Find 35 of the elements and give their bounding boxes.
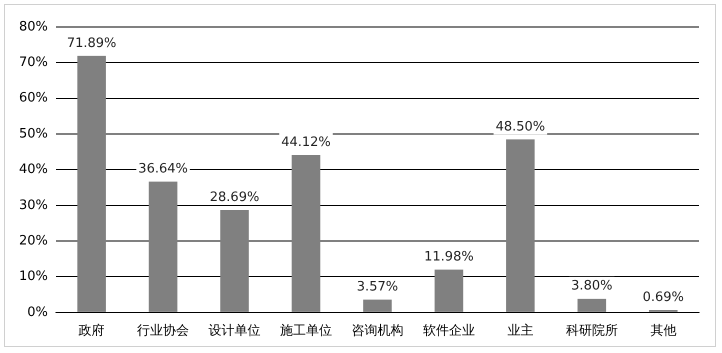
bar xyxy=(220,210,249,312)
x-tick-label: 科研院所 xyxy=(566,324,618,339)
data-label: 48.50% xyxy=(496,119,546,134)
y-tick-label: 60% xyxy=(18,90,48,106)
x-tick-label: 其他 xyxy=(650,324,676,339)
y-tick-label: 40% xyxy=(18,162,48,178)
x-tick-label: 软件企业 xyxy=(422,324,475,339)
bar xyxy=(77,56,106,312)
data-label: 11.98% xyxy=(424,250,474,265)
bar xyxy=(363,300,392,312)
x-tick-label: 咨询机构 xyxy=(351,324,404,339)
y-tick-label: 10% xyxy=(18,269,48,284)
y-tick-label: 20% xyxy=(18,233,48,248)
data-label: 28.69% xyxy=(210,190,260,205)
bar xyxy=(578,298,606,312)
x-tick-label: 设计单位 xyxy=(208,324,261,339)
y-tick-label: 70% xyxy=(18,55,48,70)
bar xyxy=(506,139,535,312)
x-tick-label: 行业协会 xyxy=(137,324,190,339)
x-tick-label: 施工单位 xyxy=(280,324,332,339)
data-label: 44.12% xyxy=(281,134,331,150)
bar xyxy=(148,182,178,312)
data-label: 36.64% xyxy=(138,162,188,177)
bar xyxy=(434,270,464,312)
data-label: 3.80% xyxy=(571,278,612,294)
y-tick-label: 30% xyxy=(18,198,48,213)
x-tick-label: 业主 xyxy=(507,322,534,339)
y-tick-label: 80% xyxy=(18,19,48,34)
data-label: 0.69% xyxy=(642,290,684,305)
y-tick-label: 0% xyxy=(27,304,48,320)
data-label: 71.89% xyxy=(66,36,116,51)
data-label: 3.57% xyxy=(356,280,398,295)
x-tick-label: 政府 xyxy=(78,322,105,339)
bar xyxy=(292,155,320,312)
y-tick-label: 50% xyxy=(18,126,48,142)
